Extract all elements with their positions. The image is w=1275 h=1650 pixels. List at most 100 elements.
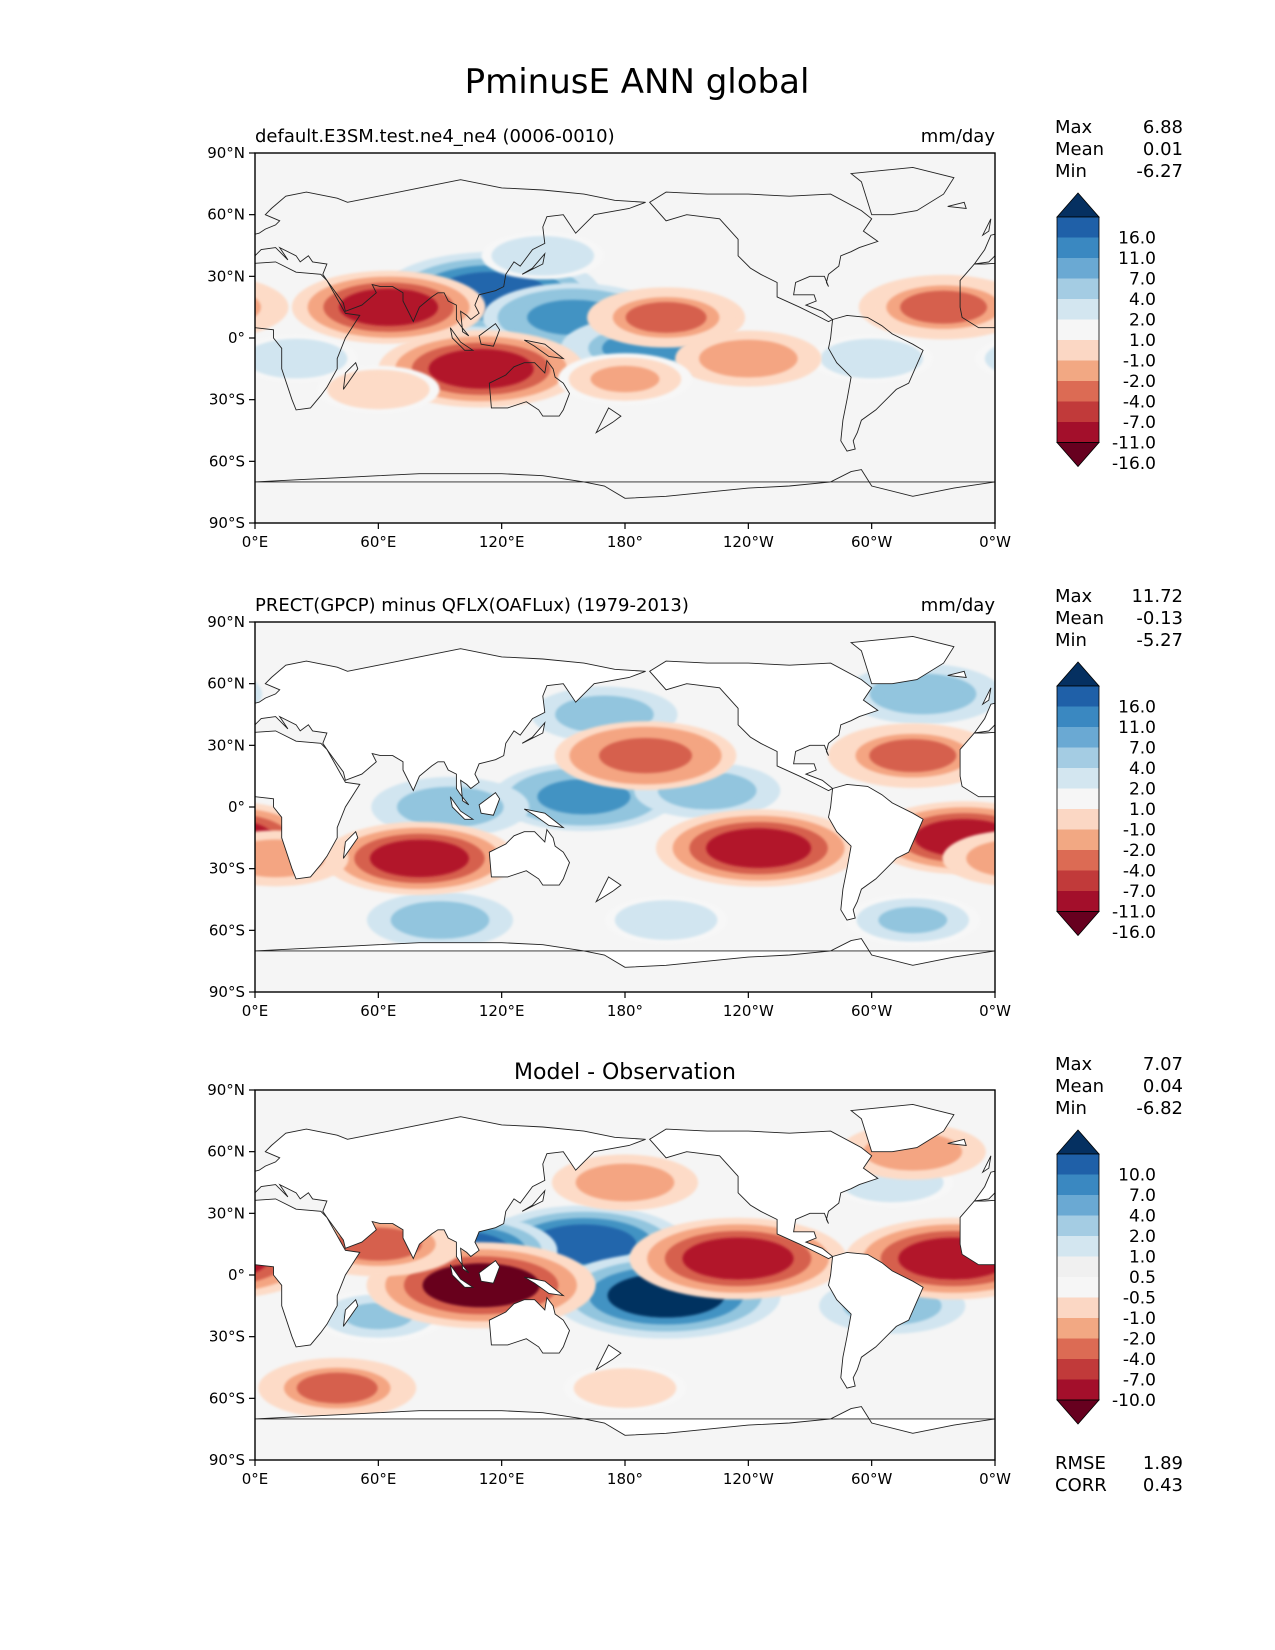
colorbar-level-label: 11.0 xyxy=(1118,249,1156,269)
colorbar-level-label: -2.0 xyxy=(1123,1330,1156,1350)
lon-tick-label: 120°W xyxy=(723,1470,774,1488)
colorbar-bottom-cap xyxy=(1056,911,1100,937)
colorbar-segment xyxy=(1057,422,1099,443)
stat-value: 7.07 xyxy=(1143,1054,1183,1075)
lon-tick-label: 120°W xyxy=(723,533,774,551)
stat-label: Min xyxy=(1055,630,1087,651)
land-polygon xyxy=(488,828,570,886)
land-polygon xyxy=(449,327,475,351)
contour-cell xyxy=(984,346,995,371)
colorbar-frame xyxy=(1056,1153,1100,1401)
contour-field xyxy=(0,232,1275,414)
contour-cell xyxy=(0,767,28,814)
lon-tick-label: 60°E xyxy=(360,533,396,551)
colorbar-segment xyxy=(1057,870,1099,891)
contour-cell xyxy=(587,1168,663,1197)
contour-cell xyxy=(0,828,71,868)
stat-label: Mean xyxy=(1055,1076,1104,1097)
colorbar-segment xyxy=(1057,1154,1099,1175)
land-polygon xyxy=(981,1155,992,1174)
land-polygon xyxy=(1190,797,1213,820)
contour-cell xyxy=(682,1237,794,1280)
lat-tick-label: 0° xyxy=(228,1266,245,1284)
colorbar-segment xyxy=(1057,319,1099,340)
colorbar-segment xyxy=(1057,1256,1099,1277)
extra-stat-value: 0.43 xyxy=(1143,1475,1183,1496)
contour-cell xyxy=(402,905,478,935)
contour-cell xyxy=(100,346,163,370)
colorbar-frame xyxy=(1056,216,1100,443)
lon-tick-label: 0°W xyxy=(979,1002,1011,1020)
land-polygon xyxy=(449,1264,475,1288)
contour-cell xyxy=(138,907,207,933)
lat-tick-label: 90°S xyxy=(209,514,245,532)
contour-cell xyxy=(255,747,258,764)
land-polygon xyxy=(1264,340,1275,359)
contour-cell xyxy=(0,1224,89,1292)
lon-tick-label: 180° xyxy=(607,1002,643,1020)
contour-cell xyxy=(121,1170,184,1194)
contour-cell xyxy=(0,772,17,810)
land-polygon xyxy=(1264,809,1275,828)
colorbar-level-label: 4.0 xyxy=(1129,290,1156,310)
lat-tick-label: 30°N xyxy=(207,736,245,754)
contour-cell xyxy=(0,331,81,387)
land-polygon xyxy=(449,796,475,820)
contour-cell xyxy=(1222,232,1275,279)
stat-label: Min xyxy=(1055,161,1087,182)
stats-block: Max 6.88 Mean 0.01 Min -6.27 xyxy=(1055,117,1183,182)
colorbar-level-label: -1.0 xyxy=(1123,352,1156,372)
contour-cell xyxy=(1241,240,1275,272)
contour-cell xyxy=(1233,762,1275,831)
panel-1: default.E3SM.test.ne4_ne4 (0006-0010) mm/… xyxy=(0,117,1275,551)
colorbar-level-label: 1.0 xyxy=(1129,1248,1156,1268)
colorbar-level-label: -7.0 xyxy=(1123,882,1156,902)
lat-tick-label: 30°S xyxy=(209,391,245,409)
panel-units: mm/day xyxy=(921,595,996,616)
land-polygon xyxy=(973,1170,995,1202)
contour-cell xyxy=(80,339,183,379)
land-polygon xyxy=(828,1251,924,1389)
land-polygon xyxy=(947,201,967,210)
contour-cell xyxy=(90,343,173,375)
land-polygon xyxy=(478,322,501,347)
land-polygon xyxy=(1229,361,1275,417)
land-polygon xyxy=(255,648,646,806)
colorbar-level-label: 7.0 xyxy=(1129,270,1156,290)
colorbar-segment xyxy=(1057,850,1099,871)
contour-cell xyxy=(1271,687,1275,743)
colorbar-segment xyxy=(1057,686,1099,707)
land-polygon xyxy=(255,1198,361,1348)
stat-value: 6.88 xyxy=(1143,117,1183,138)
colorbar-segment xyxy=(1057,1379,1099,1400)
lat-tick-label: 60°S xyxy=(209,452,245,470)
contour-cell xyxy=(91,1159,214,1206)
contour-cell xyxy=(255,1244,270,1273)
colorbar-segment xyxy=(1057,1359,1099,1380)
contour-cell xyxy=(869,739,957,773)
lat-tick-label: 30°S xyxy=(209,1328,245,1346)
contour-cell xyxy=(593,1375,657,1401)
contour-cell xyxy=(1231,236,1275,276)
colorbar-bottom-cap xyxy=(1056,442,1100,468)
contour-cell xyxy=(1238,289,1275,347)
land-polygon xyxy=(255,730,361,880)
contour-cell xyxy=(1251,244,1275,268)
land-polygon xyxy=(649,191,879,323)
contour-cell xyxy=(1169,349,1274,389)
contour-cell xyxy=(1267,300,1275,335)
colorbar-bottom-cap xyxy=(1056,1399,1100,1425)
land-polygon xyxy=(342,830,359,859)
stats-block: Max 11.72 Mean -0.13 Min -5.27 xyxy=(1055,586,1183,651)
contour-cell xyxy=(160,291,247,324)
contour-cell xyxy=(369,839,469,878)
contour-cell xyxy=(900,290,988,324)
lon-tick-label: 60°W xyxy=(851,1002,893,1020)
land-polygon xyxy=(595,407,622,434)
contour-cell xyxy=(0,1218,107,1300)
land-polygon xyxy=(521,252,546,275)
contour-field xyxy=(0,663,1275,949)
colorbar-segment xyxy=(1057,1297,1099,1318)
contour-cell xyxy=(0,1260,22,1332)
